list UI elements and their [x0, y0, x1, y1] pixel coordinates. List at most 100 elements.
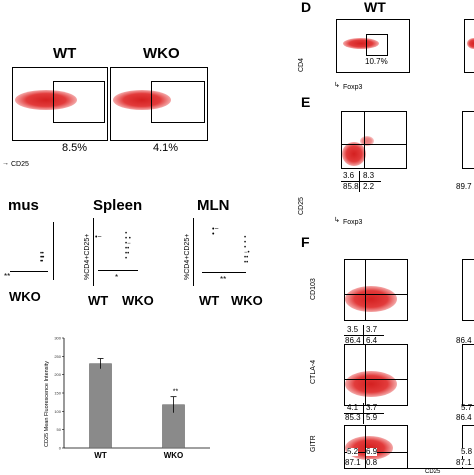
panel-e-cross-h	[341, 181, 381, 182]
panel-f-x-label: CD25	[425, 469, 441, 475]
panel-d-gate	[366, 34, 388, 56]
wko-percent: 4.1%	[153, 142, 179, 154]
panel-e-x-label: Foxp3	[343, 219, 363, 226]
wko-title: WKO	[143, 45, 180, 62]
wko-cd25-gate	[151, 81, 205, 123]
cd25-arrow-icon: →	[2, 160, 9, 167]
bar-y-tick-label: 50	[57, 427, 62, 432]
bar-axes	[63, 338, 210, 449]
panel-f-ctla4-right-plot	[462, 344, 474, 406]
panel-e-right-value: 89.7	[456, 182, 472, 191]
panel-f-cd103-hline	[345, 294, 407, 295]
spleen-sig: *	[115, 273, 119, 282]
bar-sig-marker: **	[173, 389, 179, 396]
thymus-sig-bar	[10, 271, 48, 272]
wt-cd25-gate	[53, 81, 105, 123]
panel-f-cd103-cloud	[345, 286, 397, 312]
bar-y-tick-label: 150	[54, 391, 61, 396]
mln-wko-label: WKO	[231, 293, 263, 308]
panel-f-ctla4-cloud	[345, 371, 397, 397]
panel-d-plot: 10.7%	[336, 19, 410, 73]
panel-f-ctla4-ur: 3.7	[366, 403, 378, 412]
panel-f-ctla4-right-b: 86.4	[456, 413, 472, 422]
panel-f-ctla4-label: CTLA-4	[310, 359, 317, 384]
panel-f-ctla4-hline	[345, 379, 407, 380]
bar-y-tick-label: 300	[54, 336, 61, 341]
wt-cell-cloud	[15, 90, 77, 110]
spleen-title: Spleen	[93, 197, 143, 214]
thymus-y-axis	[53, 222, 54, 280]
panel-f-cd103-ll: 86.4	[345, 336, 361, 345]
mln-ylabel: %CD4+CD25+	[184, 233, 191, 280]
wko-cell-cloud	[113, 90, 171, 110]
panel-e-q-vline	[364, 112, 365, 168]
panel-e-q-lr: 2.2	[363, 182, 375, 191]
bar-category-label: WKO	[164, 451, 184, 460]
bar-wt	[89, 363, 112, 449]
panel-e-cloud	[342, 142, 366, 166]
panel-f-cd103-vline	[365, 260, 366, 320]
panel-f-cd103-cross-h	[344, 335, 384, 336]
panel-d-cloud	[343, 38, 379, 49]
wt-flow-plot	[12, 67, 108, 141]
panel-e-q-ur: 8.3	[363, 171, 375, 180]
wko-flow-plot	[110, 67, 208, 141]
bar-y-axis-label: CD25 Mean Fluorescence Intensity	[44, 361, 50, 447]
panel-f-letter: F	[301, 234, 310, 250]
panel-d-y-label: CD4	[298, 57, 305, 72]
panel-f-ctla4-plot	[344, 344, 408, 406]
panel-d-arrow-icon: ↳	[334, 82, 340, 89]
bar-y-tick-label: 100	[54, 409, 61, 414]
spleen-wko-label: WKO	[122, 293, 154, 308]
spleen-wt-points: •−	[95, 234, 102, 241]
panel-e-cloud-2	[360, 136, 374, 146]
spleen-sig-bar	[98, 270, 138, 271]
panel-f-cd103-right-value: 86.4	[456, 336, 472, 345]
panel-f-bottom-rule	[356, 468, 474, 469]
panel-f-ctla4-cross-h	[344, 413, 384, 414]
spleen-y-axis	[93, 218, 94, 286]
panel-f-cd103-right-plot	[462, 259, 474, 321]
panel-e-letter: E	[301, 94, 311, 110]
bar-y-tick-label: 250	[54, 354, 61, 359]
panel-f-gitr-ll: 87.1	[345, 458, 361, 467]
panel-f-ctla4-right-a: 5.7	[461, 403, 473, 412]
thymus-title: mus	[8, 197, 39, 214]
spleen-wt-label: WT	[88, 293, 109, 308]
spleen-wko-points: • • • •− •• •• •	[125, 231, 131, 262]
panel-d-letter: D	[301, 0, 312, 15]
bar-y-tick-label: 200	[54, 372, 61, 377]
bar-marks: WT WKO	[89, 358, 185, 460]
bar-y-tick-label: 0	[59, 446, 62, 451]
panel-f-gitr-lr: 0.8	[366, 458, 378, 467]
wt-title: WT	[53, 45, 77, 62]
mln-sig-bar	[202, 272, 246, 273]
thymus-wko-label: WKO	[9, 289, 41, 304]
panel-e-arrow-icon: ↳	[334, 217, 340, 224]
thymus-wko-points: • • ••• ••	[40, 251, 44, 265]
top-x-axis-label: CD25	[11, 161, 29, 168]
mln-wt-label: WT	[199, 293, 220, 308]
panel-d-right-cloud	[467, 38, 474, 49]
panel-d-pct: 10.7%	[365, 57, 388, 66]
mln-sig: **	[220, 275, 227, 284]
panel-e-y-label: CD25	[298, 197, 305, 215]
panel-f-gitr-vline	[365, 426, 366, 468]
panel-d-title: WT	[364, 0, 386, 15]
panel-f-gitr-ur: 6.9	[366, 447, 378, 456]
panel-f-cd103-ur: 3.7	[366, 325, 378, 334]
mln-wko-points: • • • −• •• ••	[244, 235, 250, 266]
panel-d-right-plot	[464, 19, 474, 73]
mln-title: MLN	[197, 197, 230, 214]
panel-f-ctla4-lr: 5.9	[366, 413, 378, 422]
bar-category-label: WT	[94, 451, 107, 460]
panel-f-cd103-plot	[344, 259, 408, 321]
wt-percent: 8.5%	[62, 142, 88, 154]
thymus-sig: **	[4, 272, 11, 281]
panel-f-ctla4-ul: 4.1	[347, 403, 359, 412]
panel-e-q-ll: 85.8	[343, 182, 359, 191]
spleen-ylabel: %CD4+CD25+	[84, 233, 91, 280]
panel-f-gitr-right-b: 87.1	[456, 458, 472, 467]
panel-f-cd103-label: CD103	[310, 278, 317, 300]
panel-f-gitr-label: GITR	[310, 435, 317, 452]
